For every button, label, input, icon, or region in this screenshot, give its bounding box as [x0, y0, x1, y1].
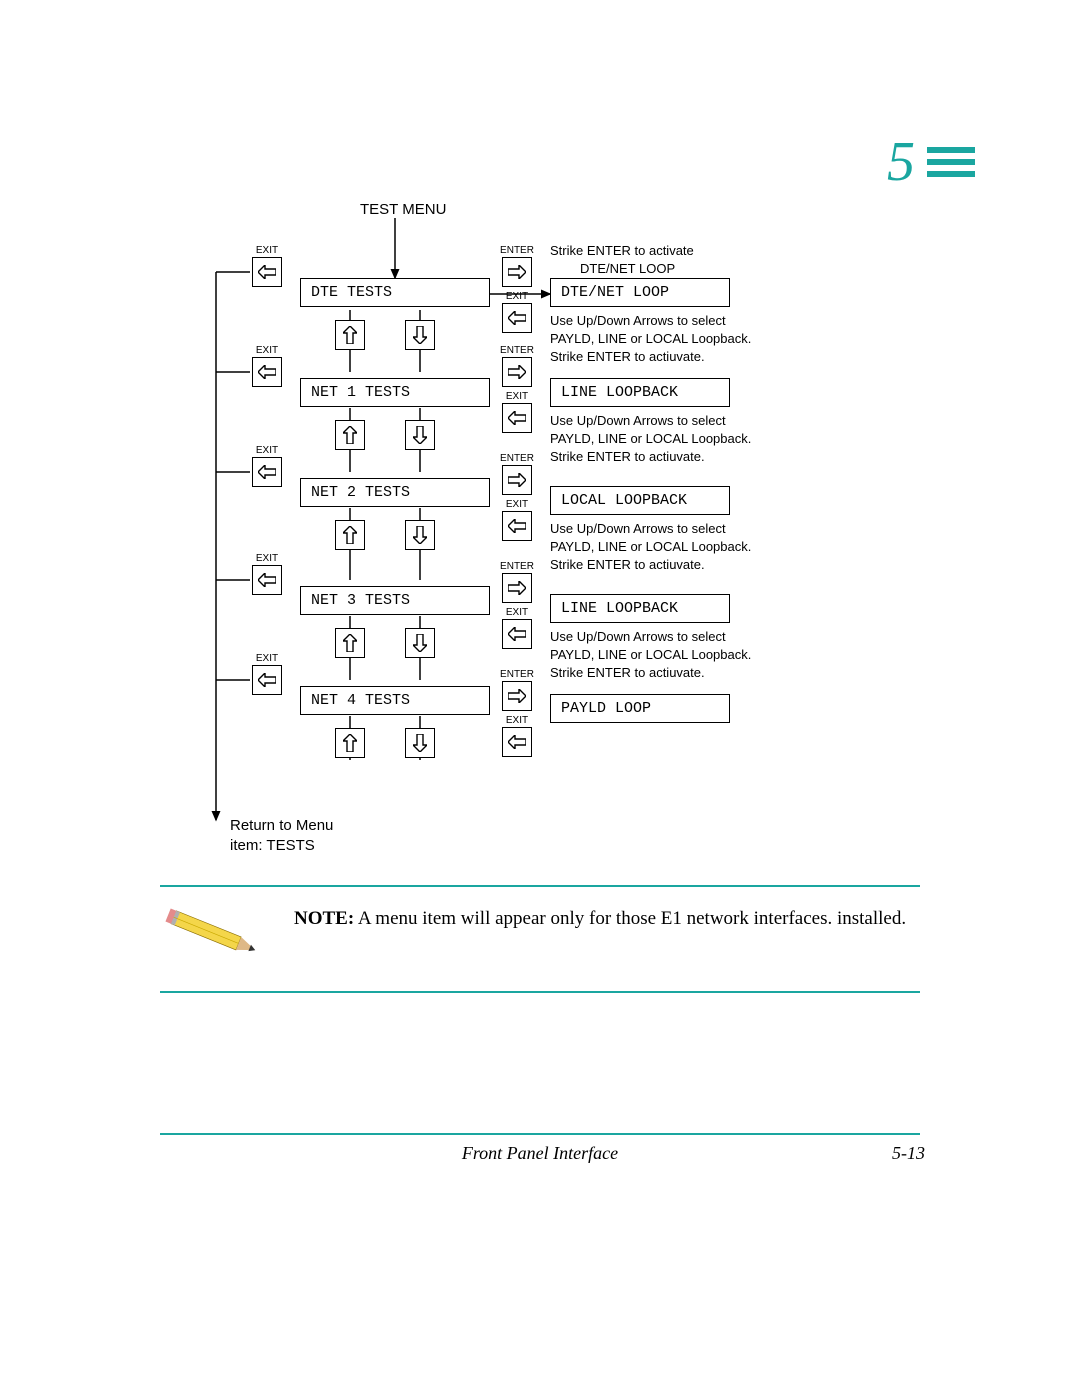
exit-label: EXIT — [502, 716, 532, 726]
down-arrow-icon — [405, 320, 435, 350]
instruction-text: PAYLD, LINE or LOCAL Loopback. — [550, 330, 751, 348]
footer-page-number: 5-13 — [892, 1143, 925, 1164]
enter-arrow-right-icon — [502, 357, 532, 387]
exit-arrow-left-icon — [252, 565, 282, 595]
chapter-bars-icon — [927, 147, 975, 177]
note-text: NOTE: A menu item will appear only for t… — [294, 905, 920, 933]
down-arrow-icon — [405, 728, 435, 758]
return-label: item: TESTS — [230, 836, 315, 856]
exit-arrow-left-icon — [502, 727, 532, 757]
footer-rule — [160, 1133, 920, 1135]
exit-label: EXIT — [502, 292, 532, 302]
exit-label: EXIT — [252, 554, 282, 564]
enter-arrow-right-icon — [502, 681, 532, 711]
down-arrow-icon — [405, 420, 435, 450]
exit-arrow-left-icon — [502, 511, 532, 541]
instruction-text: Strike ENTER to actiuvate. — [550, 448, 705, 466]
instruction-text: Use Up/Down Arrows to select — [550, 520, 726, 538]
exit-label: EXIT — [252, 654, 282, 664]
exit-arrow-left-icon — [252, 257, 282, 287]
exit-label: EXIT — [502, 500, 532, 510]
note-body: A menu item will appear only for those E… — [354, 908, 906, 929]
flowchart-diagram: TEST MENU EXIT DTE TESTS ENTER EXIT Stri… — [210, 200, 870, 860]
exit-arrow-left-icon — [252, 457, 282, 487]
up-arrow-icon — [335, 628, 365, 658]
menu-item: NET 4 TESTS — [300, 686, 490, 715]
instruction-text: Use Up/Down Arrows to select — [550, 628, 726, 646]
up-arrow-icon — [335, 420, 365, 450]
return-label: Return to Menu — [230, 816, 333, 836]
instruction-text: Use Up/Down Arrows to select — [550, 312, 726, 330]
enter-arrow-right-icon — [502, 465, 532, 495]
exit-arrow-left-icon — [502, 303, 532, 333]
menu-item: LINE LOOPBACK — [550, 594, 730, 623]
exit-label: EXIT — [252, 446, 282, 456]
menu-item: NET 1 TESTS — [300, 378, 490, 407]
menu-item: NET 2 TESTS — [300, 478, 490, 507]
instruction-text: Strike ENTER to actiuvate. — [550, 664, 705, 682]
exit-arrow-left-icon — [502, 619, 532, 649]
menu-item: PAYLD LOOP — [550, 694, 730, 723]
exit-label: EXIT — [502, 608, 532, 618]
exit-arrow-left-icon — [252, 665, 282, 695]
exit-label: EXIT — [252, 346, 282, 356]
menu-item: DTE/NET LOOP — [550, 278, 730, 307]
enter-arrow-right-icon — [502, 573, 532, 603]
chapter-number: 5 — [887, 130, 915, 194]
instruction-text: Strike ENTER to actiuvate. — [550, 556, 705, 574]
enter-label: ENTER — [500, 346, 534, 356]
chapter-header: 5 — [887, 130, 975, 194]
enter-label: ENTER — [500, 246, 534, 256]
instruction-text: DTE/NET LOOP — [580, 260, 675, 278]
diagram-title: TEST MENU — [360, 200, 446, 220]
instruction-text: Strike ENTER to actiuvate. — [550, 348, 705, 366]
note-block: NOTE: A menu item will appear only for t… — [160, 885, 920, 993]
up-arrow-icon — [335, 320, 365, 350]
enter-label: ENTER — [500, 562, 534, 572]
menu-item: NET 3 TESTS — [300, 586, 490, 615]
pencil-icon — [160, 905, 270, 965]
down-arrow-icon — [405, 520, 435, 550]
up-arrow-icon — [335, 520, 365, 550]
menu-item: LOCAL LOOPBACK — [550, 486, 730, 515]
note-bold: NOTE: — [294, 908, 354, 929]
exit-label: EXIT — [252, 246, 282, 256]
up-arrow-icon — [335, 728, 365, 758]
instruction-text: Use Up/Down Arrows to select — [550, 412, 726, 430]
enter-arrow-right-icon — [502, 257, 532, 287]
enter-label: ENTER — [500, 454, 534, 464]
instruction-text: PAYLD, LINE or LOCAL Loopback. — [550, 538, 751, 556]
exit-arrow-left-icon — [252, 357, 282, 387]
instruction-text: Strike ENTER to activate — [550, 242, 694, 260]
instruction-text: PAYLD, LINE or LOCAL Loopback. — [550, 646, 751, 664]
menu-item: DTE TESTS — [300, 278, 490, 307]
exit-label: EXIT — [502, 392, 532, 402]
down-arrow-icon — [405, 628, 435, 658]
exit-arrow-left-icon — [502, 403, 532, 433]
enter-label: ENTER — [500, 670, 534, 680]
instruction-text: PAYLD, LINE or LOCAL Loopback. — [550, 430, 751, 448]
menu-item: LINE LOOPBACK — [550, 378, 730, 407]
